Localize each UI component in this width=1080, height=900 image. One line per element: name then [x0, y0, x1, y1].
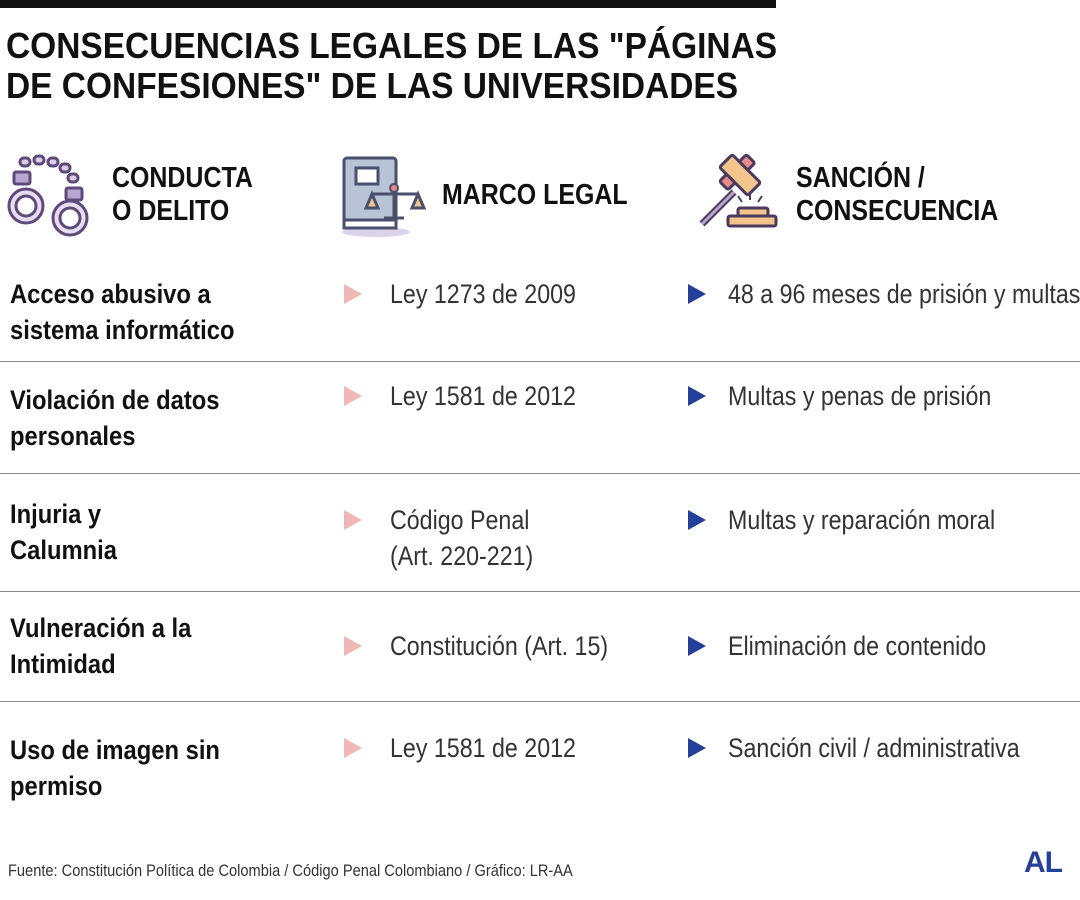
header-sanction-label: SANCIÓN / CONSECUENCIA [796, 162, 999, 227]
header-legal: MARCO LEGAL [336, 150, 658, 240]
legal-cell: Constitución (Art. 15) [344, 628, 644, 664]
bullet-triangle-icon [688, 636, 706, 656]
law-book-scales-icon [342, 156, 427, 237]
header-legal-label: MARCO LEGAL [442, 178, 628, 211]
sanction-cell: Sanción civil / administrativa [688, 730, 1067, 766]
sanction-cell: Eliminación de contenido [688, 628, 1028, 664]
conduct-cell: Injuria y Calumnia [10, 499, 117, 565]
bullet-triangle-icon [344, 636, 362, 656]
row-divider [0, 590, 1080, 592]
bullet-triangle-icon [344, 510, 362, 530]
legal-cell: Ley 1273 de 2009 [344, 276, 606, 312]
bullet-triangle-icon [688, 386, 706, 406]
legal-cell: Ley 1581 de 2012 [344, 730, 606, 766]
bullet-triangle-icon [688, 510, 706, 530]
table-row: Acceso abusivo a sistema informático Ley … [0, 272, 1080, 362]
table-row: Injuria y Calumnia Código Penal (Art. 220-… [0, 474, 1080, 592]
row-divider [0, 472, 1080, 474]
conduct-cell: Vulneración a la Intimidad [10, 613, 192, 679]
table-row: Uso de imagen sin permiso Ley 1581 de 201… [0, 702, 1080, 812]
conduct-cell: Acceso abusivo a sistema informático [10, 279, 235, 345]
bullet-triangle-icon [688, 738, 706, 758]
row-divider [0, 700, 1080, 702]
top-rule [0, 0, 776, 8]
sanction-cell: Multas y penas de prisión [688, 378, 1034, 414]
page-title: CONSECUENCIAS LEGALES DE LAS "PÁGINAS DE… [6, 26, 992, 106]
sanction-cell: Multas y reparación moral [688, 502, 1039, 538]
legal-cell: Ley 1581 de 2012 [344, 378, 606, 414]
table-row: Vulneración a la Intimidad Constitución (… [0, 592, 1080, 702]
row-divider [0, 360, 1080, 362]
bullet-triangle-icon [344, 386, 362, 406]
title-line-2: DE CONFESIONES" DE LAS UNIVERSIDADES [6, 65, 739, 106]
conduct-cell: Uso de imagen sin permiso [10, 735, 220, 801]
bullet-triangle-icon [344, 738, 362, 758]
title-line-1: CONSECUENCIAS LEGALES DE LAS "PÁGINAS [6, 25, 778, 66]
header-sanction: SANCIÓN / CONSECUENCIA [690, 150, 1031, 240]
table-row: Violación de datos personales Ley 1581 de… [0, 362, 1080, 474]
source-note: Fuente: Constitución Política de Colombi… [8, 861, 573, 880]
header-conduct-label: CONDUCTA O DELITO [112, 162, 253, 227]
bullet-triangle-icon [344, 284, 362, 304]
handcuffs-icon [7, 154, 89, 237]
gavel-icon [699, 153, 778, 228]
sanction-cell: 48 a 96 meses de prisión y multas [688, 276, 1080, 312]
bullet-triangle-icon [688, 284, 706, 304]
legal-cell: Código Penal (Art. 220-221) [344, 502, 557, 574]
brand-logo: AL [1024, 846, 1063, 879]
header-conduct: CONDUCTA O DELITO [6, 150, 276, 240]
conduct-cell: Violación de datos personales [10, 385, 220, 451]
